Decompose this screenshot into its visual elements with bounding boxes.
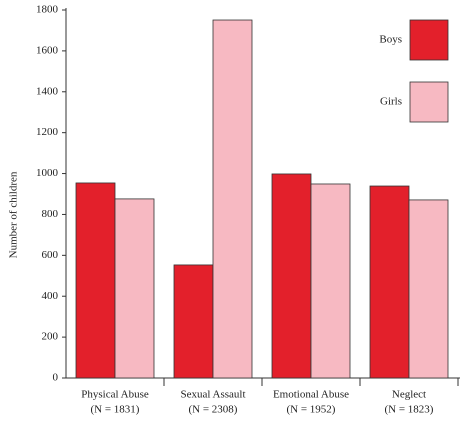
x-tick-label: Neglect (392, 389, 426, 401)
y-tick-label: 0 (53, 372, 59, 384)
legend-swatch (409, 19, 449, 61)
x-tick-note: (N = 1952) (287, 404, 336, 416)
bar (408, 199, 449, 379)
x-tick-label: Physical Abuse (81, 389, 149, 401)
legend-label: Girls (380, 96, 402, 108)
y-tick-label: 1400 (36, 85, 59, 97)
bar (310, 183, 351, 379)
x-tick-note: (N = 1831) (91, 404, 140, 416)
y-tick-label: 1800 (36, 4, 59, 16)
legend-swatch (409, 81, 449, 123)
bar (114, 198, 155, 379)
x-tick-label: Emotional Abuse (273, 389, 349, 401)
bar (75, 182, 116, 379)
y-tick-label: 1200 (36, 126, 59, 138)
y-tick-label: 200 (42, 331, 59, 343)
legend-label: Boys (379, 34, 402, 46)
x-tick-label: Sexual Assault (180, 389, 245, 401)
y-tick-label: 800 (42, 208, 59, 220)
y-tick-label: 1600 (36, 44, 59, 56)
y-tick-label: 400 (42, 290, 59, 302)
bar (173, 264, 214, 379)
x-tick-note: (N = 1823) (385, 404, 434, 416)
y-tick-label: 1000 (36, 167, 59, 179)
bar (271, 173, 312, 379)
x-tick-note: (N = 2308) (189, 404, 238, 416)
y-tick-label: 600 (42, 249, 59, 261)
y-axis-label: Number of children (8, 171, 20, 258)
bar (369, 185, 410, 379)
bar (212, 19, 253, 379)
